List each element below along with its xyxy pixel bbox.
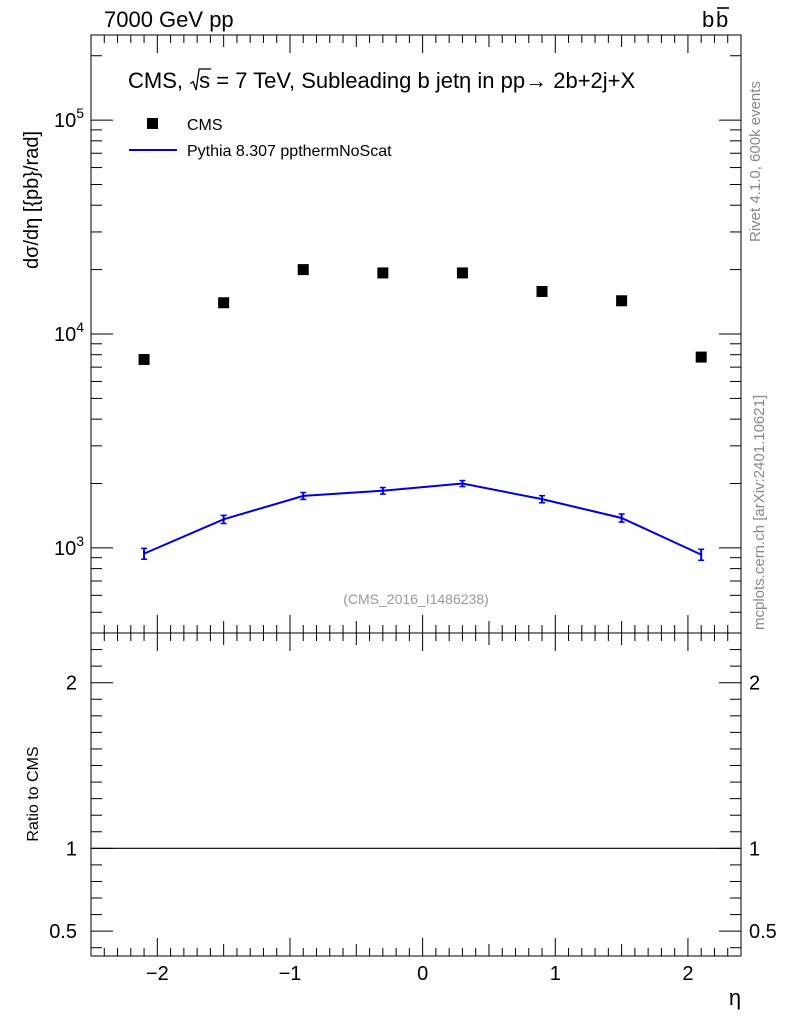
y-axis-title: dσ/dη [{pb}/rad] xyxy=(21,131,43,269)
y-tick-label: 103 xyxy=(54,533,84,560)
cms-data-point xyxy=(297,264,309,276)
x-tick-labels: −2 −1 0 1 2 xyxy=(146,963,694,985)
cms-data-point xyxy=(695,351,707,363)
title-rest: = 7 TeV, Subleading b jetη in pp→ 2b+2j+… xyxy=(210,68,635,93)
ratio-tick-label: 0.5 xyxy=(49,921,77,943)
ratio-ticks xyxy=(90,632,742,956)
ratio-tick-label-right: 0.5 xyxy=(749,921,777,943)
ratio-tick-label: 2 xyxy=(66,673,77,695)
ratio-tick-label-right: 1 xyxy=(749,838,760,860)
title-sqrt-arg: s xyxy=(199,68,210,93)
mcplots-label: mcplots.cern.ch [arXiv:2401.10621] xyxy=(751,395,768,630)
legend-label-cms: CMS xyxy=(187,117,223,134)
rivet-label: Rivet 4.1.0, 600k events xyxy=(747,81,764,242)
ratio-y-axis-title: Ratio to CMS xyxy=(25,746,42,841)
x-tick-label: 0 xyxy=(417,963,428,985)
chart-title: CMS, s = 7 TeV, Subleading b jetη in pp→… xyxy=(128,68,636,93)
cms-data-point xyxy=(536,286,548,298)
legend: CMS Pythia 8.307 ppthermNoScat xyxy=(129,117,392,160)
legend-label-pythia: Pythia 8.307 ppthermNoScat xyxy=(187,143,392,160)
y-tick-label: 104 xyxy=(54,319,84,346)
x-tick-label: −1 xyxy=(279,963,302,985)
sqrt-sign xyxy=(189,68,212,91)
ratio-panel: 0.5 0.5 1 1 2 2 Ratio to CMS xyxy=(25,632,777,957)
pythia-line xyxy=(143,482,702,556)
main-tick-labels: 103 104 105 xyxy=(54,105,84,560)
chart-title-text: CMS, s = 7 TeV, Subleading b jetη in pp→… xyxy=(128,68,636,93)
cms-data-point xyxy=(138,353,150,365)
header-right-b: b xyxy=(702,7,714,32)
x-axis-title: η xyxy=(729,985,741,1010)
title-prefix: CMS, xyxy=(128,68,189,93)
x-tick-label: −2 xyxy=(146,963,169,985)
x-tick-label: 2 xyxy=(682,963,693,985)
ratio-tick-label: 1 xyxy=(66,838,77,860)
main-series xyxy=(138,264,707,562)
header-right-bbar: b xyxy=(716,7,728,32)
main-ticks xyxy=(90,35,742,634)
ratio-plot-frame xyxy=(90,632,742,957)
ratio-tick-label-right: 2 xyxy=(749,673,760,695)
cms-data-point xyxy=(218,297,230,309)
cms-data-point xyxy=(616,295,628,307)
header-right-label: b b xyxy=(702,7,729,32)
x-tick-label: 1 xyxy=(550,963,561,985)
ratio-tick-labels: 0.5 0.5 1 1 2 2 xyxy=(49,673,777,943)
cms-data-point xyxy=(377,267,389,279)
y-tick-label: 105 xyxy=(54,105,84,132)
main-panel: 103 104 105 CMS, s = 7 TeV, Subleading b j… xyxy=(21,34,742,634)
watermark: (CMS_2016_I1486238) xyxy=(343,591,489,607)
cms-data-point xyxy=(456,267,468,279)
header-left-label: 7000 GeV pp xyxy=(104,7,234,32)
legend-marker-cms xyxy=(147,118,158,129)
